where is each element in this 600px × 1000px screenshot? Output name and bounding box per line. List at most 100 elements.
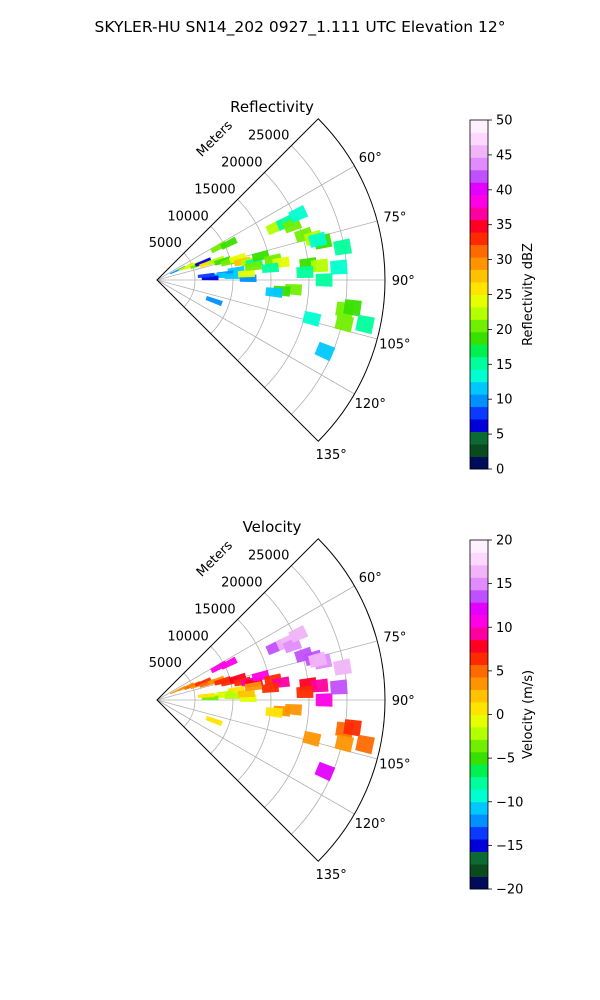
echo-cell xyxy=(334,314,355,333)
figure-suptitle: SKYLER-HU SN14_202 0927_1.111 UTC Elevat… xyxy=(95,18,506,37)
echo-cell xyxy=(261,262,280,273)
colorbar-swatch xyxy=(470,564,488,578)
colorbar-swatch xyxy=(470,864,488,877)
echo-cell xyxy=(237,269,255,278)
colorbar-tick-label: −20 xyxy=(496,883,523,898)
colorbar-tick-label: 20 xyxy=(496,534,513,549)
range-tick-label: 15000 xyxy=(194,602,235,617)
echo-cell xyxy=(308,651,328,668)
colorbar-swatch xyxy=(470,702,488,715)
colorbar-swatch xyxy=(470,602,488,616)
colorbar-swatch xyxy=(470,789,488,803)
colorbar-tick-label: 0 xyxy=(496,708,504,723)
colorbar-swatch xyxy=(470,194,488,208)
echo-cell xyxy=(265,707,283,718)
colorbar-tick-label: 40 xyxy=(496,183,513,198)
echo-cell xyxy=(178,682,195,692)
colorbar-tick-label: 5 xyxy=(496,664,504,679)
sector-frame xyxy=(156,538,386,862)
echo-cell xyxy=(178,262,195,272)
colorbar-tick-label: −10 xyxy=(496,795,523,810)
echo-cell xyxy=(355,734,375,755)
azimuth-tick-label: 90° xyxy=(392,694,415,709)
echo-cell xyxy=(314,341,336,362)
colorbar-swatch xyxy=(470,269,488,283)
reflectivity-panel: Reflectivity60°75°90°105°120°135°5000100… xyxy=(149,98,536,478)
range-tick-label: 15000 xyxy=(194,182,235,197)
echo-cell xyxy=(214,256,232,266)
azimuth-tick-label: 120° xyxy=(355,817,386,832)
colorbar-swatch xyxy=(470,369,488,383)
colorbar-tick-label: 25 xyxy=(496,288,513,303)
azimuth-tick-label: 75° xyxy=(383,630,406,645)
colorbar-swatch xyxy=(470,577,488,591)
colorbar-swatch xyxy=(470,120,488,133)
echo-cell xyxy=(288,204,309,223)
echo-cell xyxy=(224,692,242,700)
colorbar-swatch xyxy=(470,431,488,445)
azimuth-tick-label: 105° xyxy=(379,338,410,353)
azimuth-tick-label: 120° xyxy=(355,397,386,412)
echo-cell xyxy=(355,314,375,335)
echo-cell xyxy=(220,236,238,250)
colorbar-swatch xyxy=(470,169,488,183)
velocity-panel: Velocity 60° 75° 90° 105° 120° 135° 5000 10000 15… xyxy=(149,518,536,898)
colorbar-swatch xyxy=(470,876,488,890)
colorbar-tick-label: 35 xyxy=(496,218,513,233)
azimuth-tick-label: 135° xyxy=(315,448,346,463)
echo-cell xyxy=(302,310,322,327)
azimuth-gridline xyxy=(156,279,355,395)
colorbar-swatch xyxy=(470,714,488,728)
colorbar-swatch xyxy=(470,814,488,828)
colorbar-tick-label: 15 xyxy=(496,358,513,373)
colorbar-swatch xyxy=(470,552,488,566)
echo-cell xyxy=(244,681,263,692)
colorbar-tick-label: 10 xyxy=(496,393,513,408)
echo-cell xyxy=(315,693,333,707)
colorbar-swatch xyxy=(470,232,488,246)
colorbar-swatch xyxy=(470,801,488,815)
colorbar-tick-label: 5 xyxy=(496,428,504,443)
colorbar-swatch xyxy=(470,764,488,778)
echo-cell xyxy=(330,679,348,695)
azimuth-gridline xyxy=(156,585,355,701)
colorbar-swatch xyxy=(470,826,488,840)
echo-cell xyxy=(194,677,212,687)
colorbar-swatch xyxy=(470,726,488,740)
echo-cell xyxy=(310,258,329,273)
echo-cell xyxy=(228,252,247,264)
colorbar-tick-label: 50 xyxy=(496,114,513,129)
echo-cell xyxy=(205,296,223,307)
echo-cell xyxy=(333,658,353,676)
colorbar-swatch xyxy=(470,207,488,221)
echo-cell xyxy=(265,287,283,298)
echo-cell xyxy=(207,675,226,686)
echo-cell xyxy=(220,656,238,670)
echo-cell xyxy=(244,261,263,272)
colorbar-swatch xyxy=(470,776,488,790)
echo-cell xyxy=(334,734,355,753)
echo-cell xyxy=(308,231,328,248)
range-tick-label: 10000 xyxy=(167,629,208,644)
azimuth-tick-label: 60° xyxy=(359,151,382,166)
range-tick-label: 20000 xyxy=(221,576,262,591)
colorbar-swatch xyxy=(470,456,488,470)
echo-cell xyxy=(197,272,215,278)
colorbar-tick-label: 20 xyxy=(496,323,513,338)
colorbar-swatch xyxy=(470,406,488,420)
echo-cell xyxy=(315,273,333,287)
colorbar-label: Velocity (m/s) xyxy=(521,670,536,759)
azimuth-gridline xyxy=(156,165,355,281)
colorbar-swatch xyxy=(470,344,488,358)
colorbar-swatch xyxy=(470,294,488,308)
colorbar-swatch xyxy=(470,257,488,270)
colorbar-swatch xyxy=(470,282,488,295)
colorbar-swatch xyxy=(470,589,488,603)
colorbar-swatch xyxy=(470,677,488,690)
colorbar-swatch xyxy=(470,540,488,553)
colorbar-swatch xyxy=(470,664,488,678)
range-tick-label: 25000 xyxy=(248,129,289,144)
range-axis-label: Meters xyxy=(194,538,236,580)
echo-cell xyxy=(343,719,362,737)
